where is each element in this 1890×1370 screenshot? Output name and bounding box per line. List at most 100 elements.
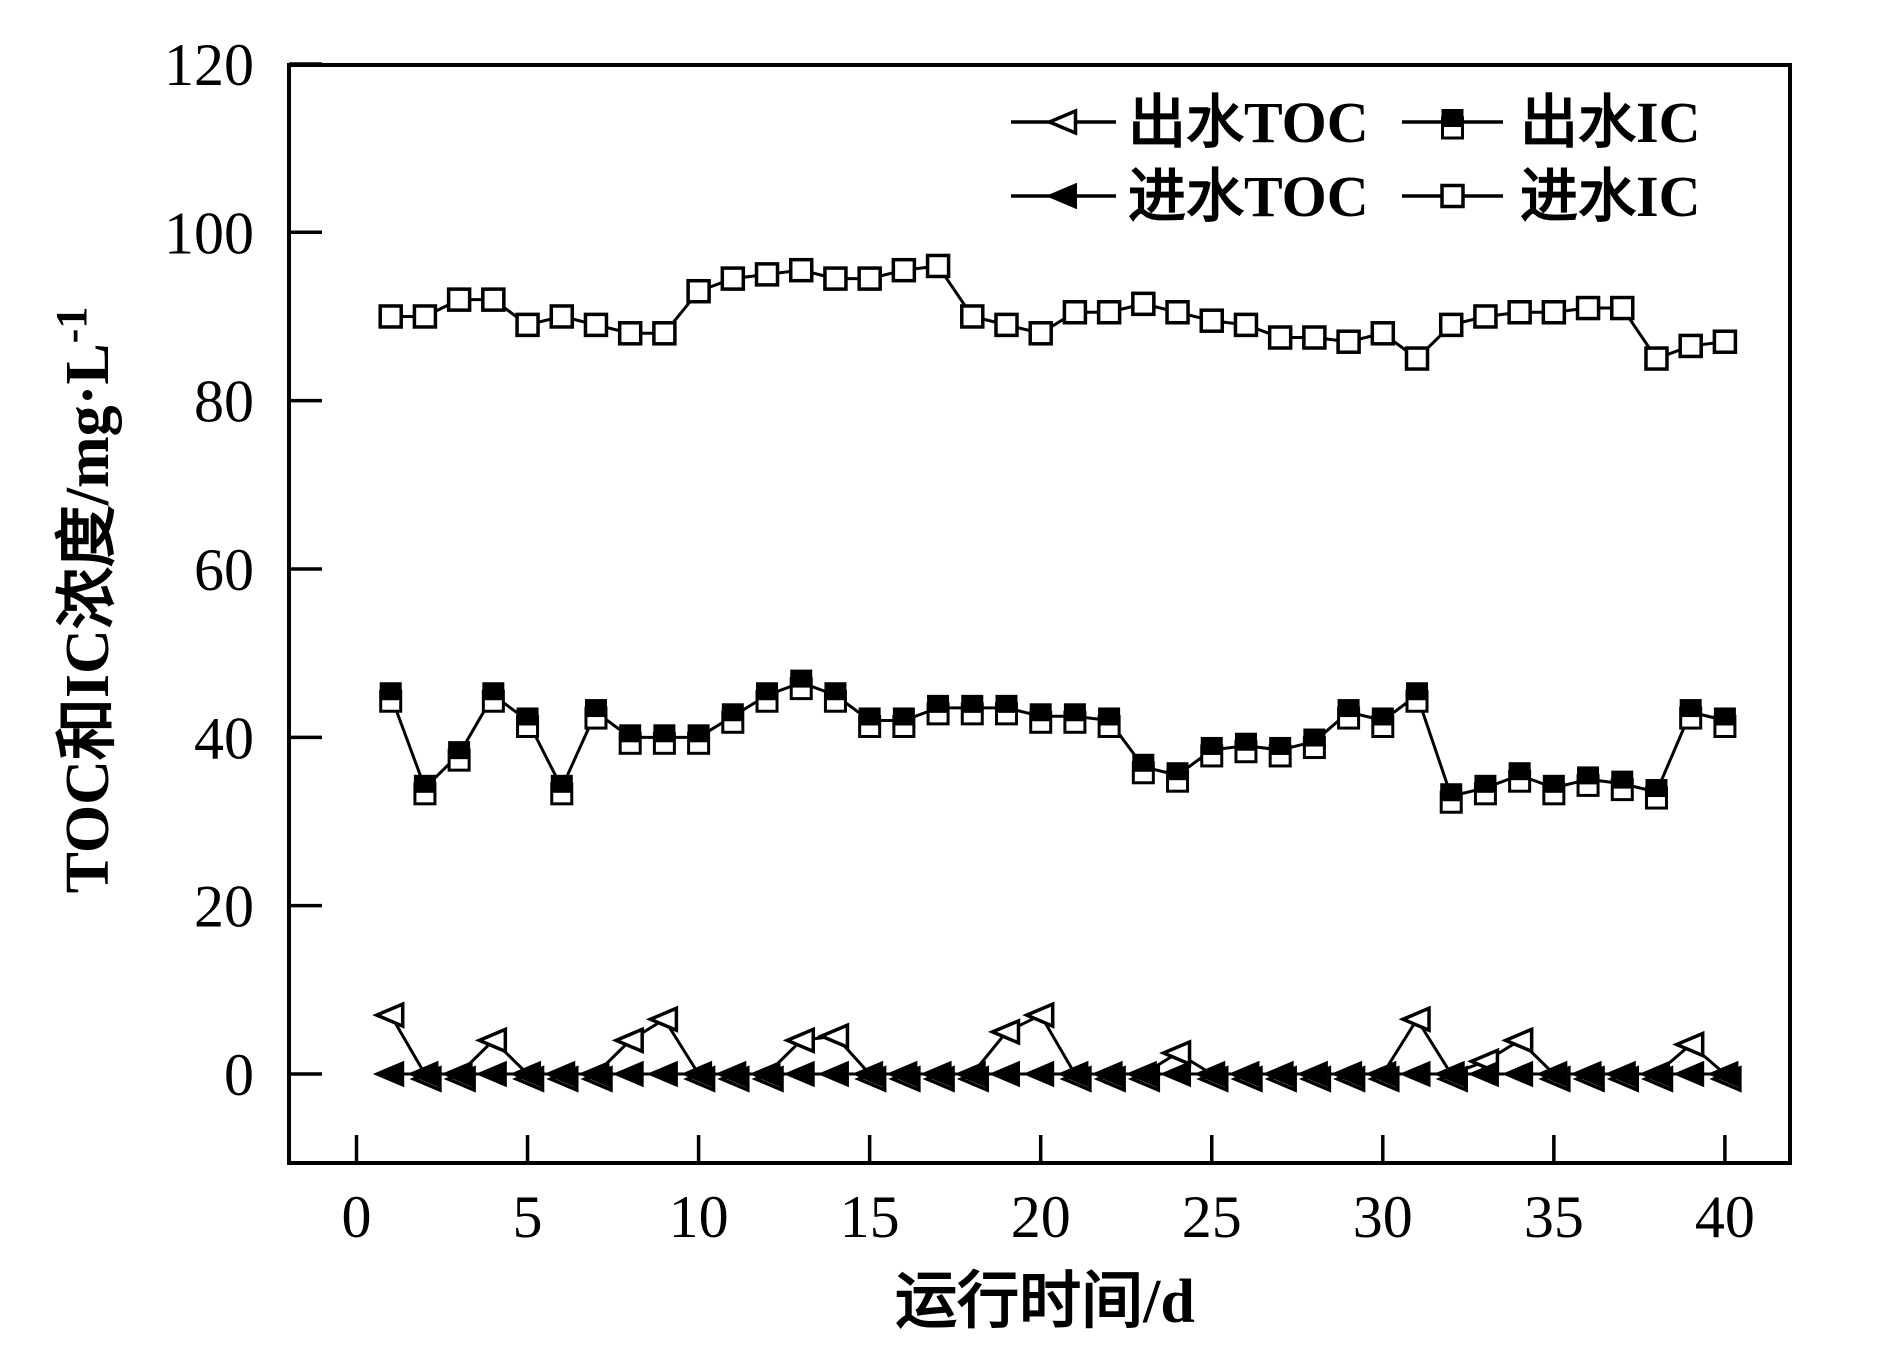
y-axis: 0 20 40 60 80 100 120 <box>164 32 322 1108</box>
series-influent-ic <box>378 253 1738 371</box>
data-point-marker <box>1234 732 1257 751</box>
legend-item-influent-ic <box>1402 183 1503 209</box>
data-point-marker <box>1063 703 1086 722</box>
data-point-marker <box>1370 321 1396 346</box>
legend-label-effluent-toc: 出水TOC <box>1128 90 1369 155</box>
legend-markers <box>1011 108 1503 210</box>
x-axis-title: 运行时间/d <box>895 1267 1195 1336</box>
data-point-marker <box>680 1060 713 1088</box>
data-point-marker <box>1371 707 1394 726</box>
data-point-marker <box>1336 329 1361 354</box>
data-point-marker <box>1507 300 1532 325</box>
data-point-marker <box>1467 1060 1499 1088</box>
data-point-marker <box>1159 1039 1192 1067</box>
data-point-marker <box>1364 1060 1397 1088</box>
data-point-marker <box>1679 699 1702 718</box>
data-point-marker <box>1433 1060 1465 1088</box>
data-point-marker <box>857 266 882 291</box>
legend: 出水TOC 出水IC 进水TOC 进水IC <box>1011 90 1700 229</box>
data-point-marker <box>1062 300 1088 325</box>
data-point-marker <box>1542 774 1565 793</box>
data-point-marker <box>1404 346 1430 371</box>
data-point-marker <box>1022 1001 1055 1029</box>
data-point-marker <box>1091 1060 1123 1088</box>
data-point-marker <box>550 774 573 793</box>
data-point-marker <box>509 1060 542 1088</box>
data-point-marker <box>1166 762 1189 781</box>
x-tick-label: 15 <box>840 1184 900 1250</box>
data-point-marker <box>1474 774 1497 793</box>
data-point-marker <box>1303 728 1326 747</box>
legend-label-influent-toc: 进水TOC <box>1128 164 1369 229</box>
data-point-marker <box>858 707 881 726</box>
data-point-marker <box>652 321 677 346</box>
x-tick-label: 30 <box>1353 1184 1413 1250</box>
data-point-marker <box>617 321 643 346</box>
data-point-marker <box>413 774 436 793</box>
data-point-marker <box>1096 300 1122 325</box>
data-point-marker <box>886 1060 918 1088</box>
data-point-marker <box>783 1060 815 1088</box>
data-point-marker <box>441 1060 473 1088</box>
y-tick-label: 20 <box>194 874 254 940</box>
data-point-marker <box>584 699 607 718</box>
data-point-marker <box>1045 182 1077 210</box>
y-axis-title-superscript: -1 <box>47 307 96 344</box>
data-point-marker <box>1577 766 1600 785</box>
series-line <box>389 681 1726 799</box>
data-point-marker <box>1233 312 1259 338</box>
data-point-marker <box>619 724 642 743</box>
data-point-marker <box>578 1060 610 1088</box>
data-point-marker <box>1713 707 1736 726</box>
data-point-marker <box>1712 329 1738 354</box>
data-point-marker <box>1678 333 1703 359</box>
data-point-marker <box>1022 1060 1055 1088</box>
data-point-marker <box>987 1018 1021 1046</box>
y-axis-title-base: TOC和IC浓度/mg·L <box>53 343 122 893</box>
data-point-marker <box>515 312 540 338</box>
x-tick-label: 40 <box>1695 1184 1755 1250</box>
data-point-marker <box>1645 779 1668 798</box>
series-effluent-ic <box>379 669 1737 814</box>
data-point-marker <box>1604 1060 1636 1088</box>
data-point-marker <box>1045 108 1078 136</box>
data-point-marker <box>407 1060 439 1088</box>
data-point-marker <box>372 1060 405 1088</box>
data-point-marker <box>960 304 985 329</box>
data-point-marker <box>1672 1060 1705 1088</box>
data-point-marker <box>653 724 676 743</box>
data-point-marker <box>816 1022 850 1050</box>
x-axis: 0 5 10 15 20 25 30 35 40 <box>342 1135 1755 1250</box>
data-point-marker <box>1508 762 1531 781</box>
data-point-marker <box>954 1060 986 1088</box>
data-point-marker <box>446 287 472 312</box>
data-point-marker <box>1200 736 1223 755</box>
data-point-marker <box>412 304 438 329</box>
plot-series <box>372 253 1742 1093</box>
data-point-marker <box>1267 325 1293 350</box>
data-point-marker <box>961 694 984 713</box>
x-tick-label: 10 <box>669 1184 729 1250</box>
data-point-marker <box>1638 1060 1670 1088</box>
data-point-marker <box>754 262 780 287</box>
data-point-marker <box>1131 291 1156 317</box>
data-point-marker <box>721 703 744 722</box>
data-point-marker <box>1057 1060 1089 1088</box>
data-point-marker <box>686 278 711 304</box>
data-point-marker <box>687 724 710 743</box>
y-axis-title: TOC和IC浓度/mg·L-1 <box>47 307 122 894</box>
data-point-marker <box>720 266 746 291</box>
data-point-marker <box>927 694 950 713</box>
data-point-marker <box>1406 682 1429 701</box>
series-line <box>389 1013 1726 1076</box>
data-point-marker <box>1098 707 1121 726</box>
data-point-marker <box>646 1060 678 1088</box>
data-point-marker <box>1707 1060 1739 1088</box>
data-point-marker <box>1536 1060 1568 1088</box>
data-point-marker <box>824 682 847 701</box>
data-point-marker <box>1330 1060 1363 1088</box>
data-point-marker <box>1132 753 1155 772</box>
data-point-marker <box>481 287 506 312</box>
data-point-marker <box>920 1060 952 1088</box>
